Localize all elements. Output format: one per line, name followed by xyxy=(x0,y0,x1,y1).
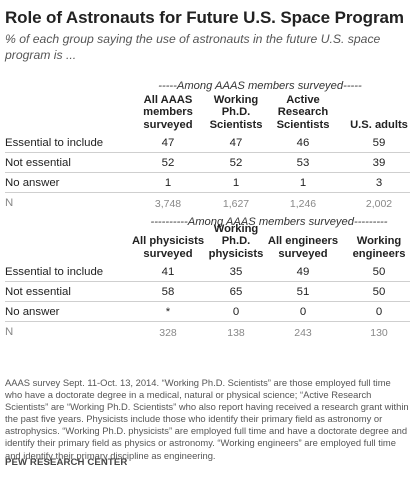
table-1-cell: 1,246 xyxy=(289,198,317,210)
table-2-row-divider xyxy=(5,301,410,302)
source-credit: PEW RESEARCH CENTER xyxy=(5,457,128,468)
table-1-column-header: Active Research Scientists xyxy=(276,93,330,131)
table-2-cell: 328 xyxy=(159,327,177,339)
table-1-row-divider xyxy=(5,152,410,153)
table-1-banner: -----Among AAAS members surveyed----- xyxy=(158,80,362,92)
table-1-cell: 59 xyxy=(372,137,386,149)
table-1-cell: 3 xyxy=(375,177,383,189)
table-2-row-label: Essential to include xyxy=(5,266,104,278)
table-1-row-divider xyxy=(5,192,410,193)
table-2-cell: 130 xyxy=(370,327,388,339)
table-2-cell: 0 xyxy=(299,306,307,318)
table-1-cell: 53 xyxy=(296,157,310,169)
table-1-cell: 46 xyxy=(296,137,310,149)
table-1-row-divider xyxy=(5,172,410,173)
table-1-cell: 1,627 xyxy=(222,198,250,210)
table-1-cell: 39 xyxy=(372,157,386,169)
table-2-cell: 65 xyxy=(229,286,243,298)
table-1-cell: 1 xyxy=(299,177,307,189)
table-2-column-header: Working engineers xyxy=(352,235,406,260)
table-2-row-label: No answer xyxy=(5,306,60,318)
table-1-cell: 47 xyxy=(229,137,243,149)
table-2-column-header: All physicists surveyed xyxy=(131,235,205,260)
table-2-column-header: Working Ph.D. physicists xyxy=(208,222,264,260)
table-1-row-label: No answer xyxy=(5,177,60,189)
table-2-cell: 58 xyxy=(161,286,175,298)
chart-title: Role of Astronauts for Future U.S. Space… xyxy=(5,8,404,27)
table-2-row-divider xyxy=(5,281,410,282)
table-2-cell: * xyxy=(165,306,171,318)
table-2-row-label: N xyxy=(5,326,14,338)
table-2-cell: 243 xyxy=(294,327,312,339)
table-2-column-header: All engineers surveyed xyxy=(267,235,339,260)
table-1-row-label: N xyxy=(5,197,14,209)
table-2-cell: 51 xyxy=(296,286,310,298)
table-1-column-header: Working Ph.D. Scientists xyxy=(209,93,263,131)
table-2-row-label: Not essential xyxy=(5,286,71,298)
table-1-cell: 52 xyxy=(161,157,175,169)
table-2-cell: 0 xyxy=(375,306,383,318)
table-2-cell: 0 xyxy=(232,306,240,318)
table-1-cell: 2,002 xyxy=(365,198,393,210)
chart-subtitle: % of each group saying the use of astron… xyxy=(5,32,381,62)
table-2-banner: ----------Among AAAS members surveyed---… xyxy=(150,216,388,228)
table-1-row-label: Essential to include xyxy=(5,137,104,149)
table-2-cell: 49 xyxy=(296,266,310,278)
table-2-cell: 50 xyxy=(372,286,386,298)
table-2-cell: 50 xyxy=(372,266,386,278)
table-2-cell: 138 xyxy=(227,327,245,339)
table-1-cell: 1 xyxy=(232,177,240,189)
table-1-cell: 47 xyxy=(161,137,175,149)
table-1-row-label: Not essential xyxy=(5,157,71,169)
table-1-column-header: All AAAS members surveyed xyxy=(143,93,193,131)
table-1-cell: 1 xyxy=(164,177,172,189)
table-2-cell: 35 xyxy=(229,266,243,278)
table-1-cell: 3,748 xyxy=(154,198,182,210)
table-1-column-header: U.S. adults xyxy=(350,118,408,131)
table-2-row-divider xyxy=(5,321,410,322)
table-1-cell: 52 xyxy=(229,157,243,169)
footnote: AAAS survey Sept. 11-Oct. 13, 2014. “Wor… xyxy=(5,377,409,461)
table-2-cell: 41 xyxy=(161,266,175,278)
